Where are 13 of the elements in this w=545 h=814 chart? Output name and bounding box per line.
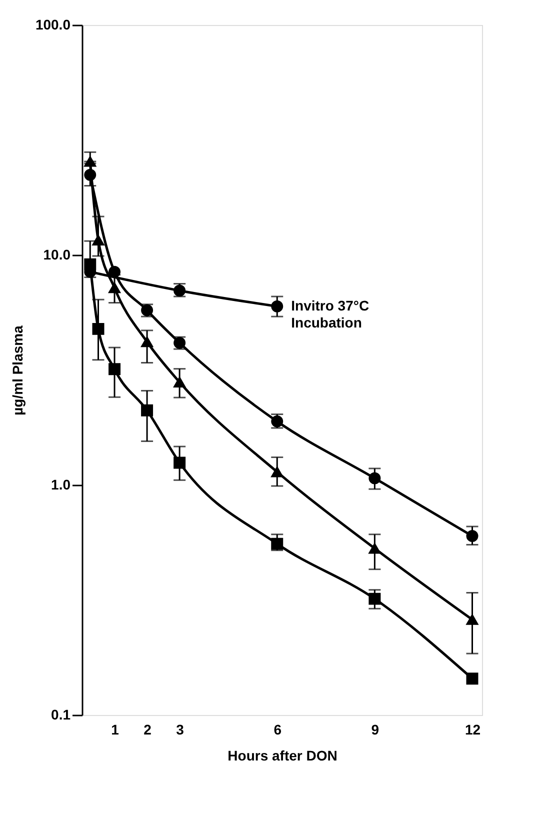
x-tick-label: 12 bbox=[464, 722, 481, 738]
x-tick-label: 9 bbox=[371, 722, 380, 738]
y-axis-title: µg/ml Plasma bbox=[9, 325, 26, 416]
x-tick-label: 6 bbox=[274, 722, 282, 738]
x-tick-label: 1 bbox=[111, 722, 120, 738]
y-tick-label: 10.0 bbox=[43, 246, 71, 262]
y-tick-label: 1.0 bbox=[51, 476, 71, 492]
x-axis-title: Hours after DON bbox=[228, 748, 338, 764]
y-tick-label: 100.0 bbox=[35, 16, 71, 32]
x-tick-label: 2 bbox=[144, 722, 152, 738]
x-tick-label: 3 bbox=[176, 722, 184, 738]
y-tick-label: 0.1 bbox=[51, 706, 71, 722]
series-label: Invitro 37°C Incubation bbox=[291, 297, 370, 330]
